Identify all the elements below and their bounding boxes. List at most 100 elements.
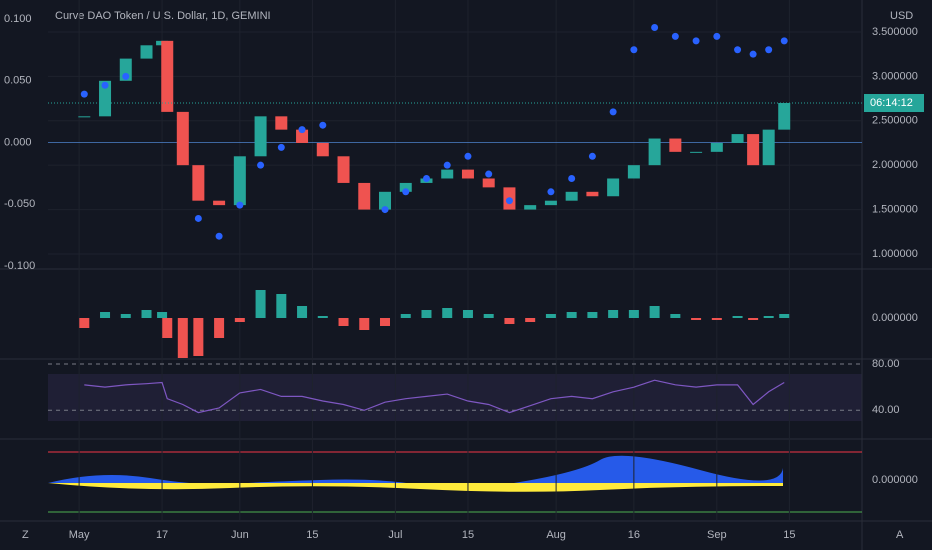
title: Curve DAO Token / U.S. Dollar, 1D, GEMIN…	[55, 10, 271, 22]
sar-dot	[464, 152, 472, 160]
candle	[213, 200, 226, 206]
candle	[586, 191, 599, 197]
sar-dot	[319, 121, 327, 129]
macd-bar	[338, 318, 349, 326]
candle	[762, 129, 775, 166]
sar-dot	[194, 214, 202, 222]
candle	[337, 156, 350, 183]
sar-dot	[749, 50, 757, 58]
sar-dot	[485, 170, 493, 178]
candle	[627, 165, 640, 179]
x-tick-label: 15	[462, 529, 474, 541]
macd-bar	[732, 316, 743, 318]
sar-dot	[236, 201, 244, 209]
x-tick-label: Jun	[231, 529, 249, 541]
macd-bar	[79, 318, 90, 328]
sar-dot	[443, 161, 451, 169]
y2-tick-label: -0.100	[4, 260, 35, 272]
candle	[358, 182, 371, 210]
x-tick-label: May	[69, 529, 90, 541]
x-tick-label: 15	[783, 529, 795, 541]
sar-dot	[402, 188, 410, 196]
macd-bar	[608, 310, 619, 318]
macd-bar	[380, 318, 391, 326]
macd-bar	[157, 312, 168, 318]
y-tick-label: 40.00	[872, 404, 900, 416]
macd-bar	[504, 318, 515, 324]
candle	[669, 138, 682, 152]
sar-dot	[505, 197, 513, 205]
sar-dot	[568, 174, 576, 182]
candle	[176, 111, 189, 166]
candle	[99, 80, 112, 117]
macd-bar	[442, 308, 453, 318]
y2-tick-label: 0.000	[4, 136, 32, 148]
sar-dot	[765, 46, 773, 54]
candle	[710, 142, 723, 152]
y-tick-label: 3.000000	[872, 70, 918, 82]
y-tick-label: 1.500000	[872, 203, 918, 215]
sar-dot	[257, 161, 265, 169]
candle	[607, 178, 620, 197]
macd-bar	[483, 314, 494, 318]
corner: A	[896, 529, 904, 541]
candle	[233, 156, 246, 206]
macd-bar	[297, 306, 308, 318]
sar-dot	[122, 72, 130, 80]
candle	[399, 182, 412, 192]
candle	[78, 116, 91, 118]
currency: USD	[890, 10, 913, 22]
y-tick-label: 1.000000	[872, 248, 918, 260]
x-tick-label: 16	[628, 529, 640, 541]
y-tick-label: 0.000000	[872, 474, 918, 486]
candle	[461, 169, 474, 179]
macd-bar	[587, 312, 598, 318]
y-tick-label: 2.500000	[872, 115, 918, 127]
sar-dot	[277, 143, 285, 151]
candle	[316, 142, 329, 157]
sar-dot	[422, 174, 430, 182]
candle	[119, 58, 132, 81]
macd-bar	[462, 310, 473, 318]
y2-tick-label: 0.100	[4, 13, 32, 25]
macd-bar	[748, 318, 759, 320]
macd-bar	[317, 316, 328, 318]
macd-bar	[193, 318, 204, 356]
candle	[296, 129, 309, 143]
macd-bar	[628, 310, 639, 318]
macd-bar	[779, 314, 790, 318]
macd-bar	[525, 318, 536, 322]
x-tick-label: Sep	[707, 529, 727, 541]
macd-bar	[162, 318, 173, 338]
x-tick-label: 17	[156, 529, 168, 541]
macd-bar	[234, 318, 245, 322]
sar-dot	[734, 46, 742, 54]
candle	[648, 138, 661, 166]
x-tick-label: Aug	[546, 529, 566, 541]
macd-bar	[141, 310, 152, 318]
candle	[161, 40, 174, 112]
sar-dot	[630, 46, 638, 54]
macd-bar	[359, 318, 370, 330]
sar-dot	[780, 37, 788, 45]
corner: Z	[22, 529, 29, 541]
candle	[544, 200, 557, 206]
rsi-band	[48, 374, 862, 421]
macd-bar	[566, 312, 577, 318]
sar-dot	[215, 232, 223, 240]
macd-bar	[763, 316, 774, 318]
candle	[379, 191, 392, 210]
sar-dot	[588, 152, 596, 160]
y2-tick-label: -0.050	[4, 198, 35, 210]
sar-dot	[101, 81, 109, 89]
candle	[524, 205, 537, 210]
sar-dot	[547, 188, 555, 196]
macd-bar	[177, 318, 188, 358]
macd-bar	[421, 310, 432, 318]
macd-bar	[545, 314, 556, 318]
candle	[140, 45, 153, 59]
sar-dot	[713, 32, 721, 40]
macd-bar	[100, 312, 111, 318]
osc-area	[48, 483, 783, 492]
